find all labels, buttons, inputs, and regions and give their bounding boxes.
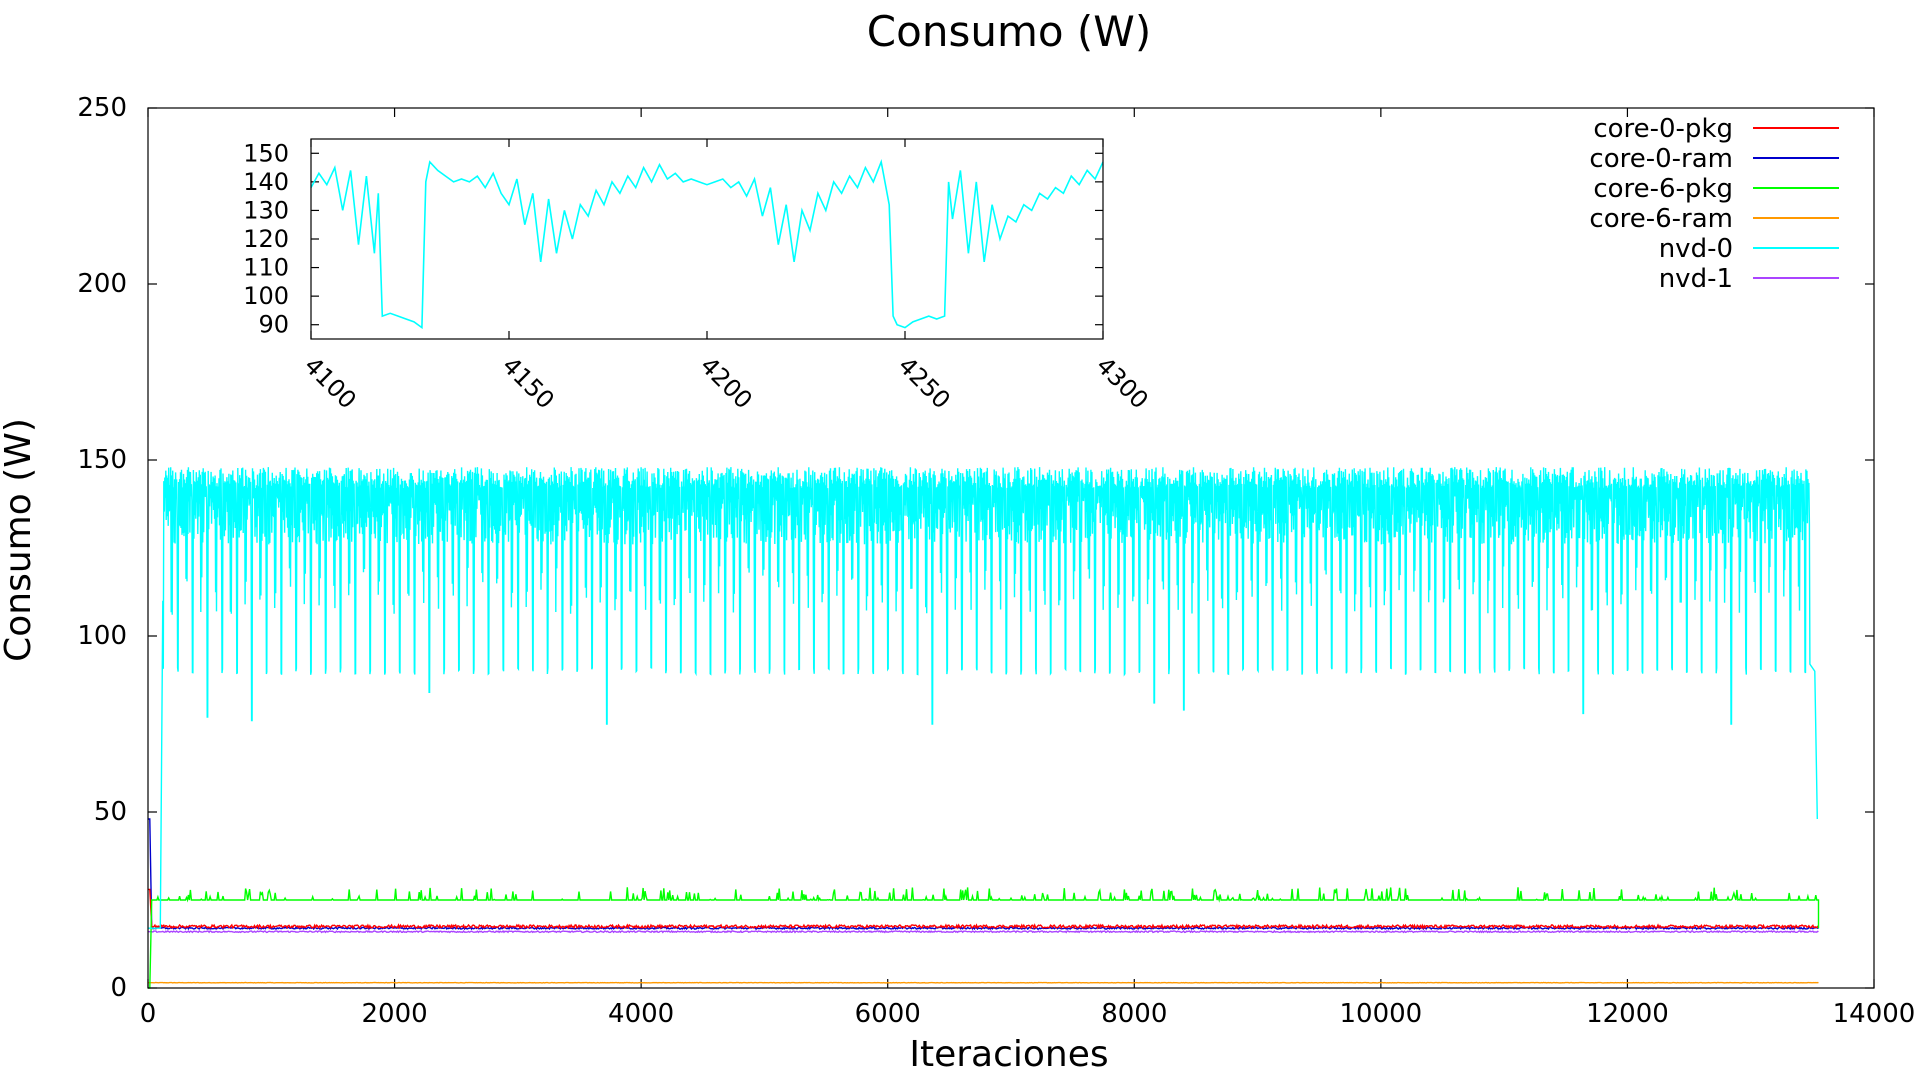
inset-y-tick-label: 120 <box>243 225 289 253</box>
x-tick-label: 2000 <box>361 999 427 1029</box>
inset-x-tick-label: 4100 <box>299 351 362 414</box>
x-tick-label: 12000 <box>1586 999 1669 1029</box>
y-tick-label: 50 <box>94 797 127 827</box>
inset-x-tick-label: 4300 <box>1091 351 1154 414</box>
y-tick-label: 150 <box>77 445 127 475</box>
legend-label: nvd-0 <box>1659 234 1733 264</box>
x-tick-label: 0 <box>140 999 157 1029</box>
legend: core-0-pkgcore-0-ramcore-6-pkgcore-6-ram… <box>1589 114 1839 294</box>
legend-label: nvd-1 <box>1659 264 1733 294</box>
series-line-core-0-ram <box>148 819 1819 929</box>
x-tick-label: 6000 <box>855 999 921 1029</box>
inset-y-tick-label: 100 <box>243 282 289 310</box>
inset-y-tick-label: 90 <box>258 311 289 339</box>
inset-x-tick-label: 4200 <box>695 351 758 414</box>
legend-label: core-6-ram <box>1589 204 1733 234</box>
x-tick-label: 10000 <box>1339 999 1422 1029</box>
series-line-core-0-pkg <box>148 889 1819 927</box>
y-tick-label: 250 <box>77 93 127 123</box>
y-tick-label: 200 <box>77 269 127 299</box>
y-axis-title: Consumo (W) <box>0 418 39 662</box>
chart-title: Consumo (W) <box>867 7 1151 56</box>
legend-label: core-0-pkg <box>1593 114 1733 144</box>
inset-y-tick-label: 110 <box>243 254 289 282</box>
inset-background <box>311 139 1103 339</box>
main-series-lines <box>148 467 1819 988</box>
series-line-core-6-pkg <box>148 887 1819 988</box>
x-tick-label: 4000 <box>608 999 674 1029</box>
inset-y-tick-label: 140 <box>243 168 289 196</box>
inset-x-tick-label: 4150 <box>497 351 560 414</box>
x-tick-label: 8000 <box>1101 999 1167 1029</box>
legend-label: core-0-ram <box>1589 144 1733 174</box>
legend-label: core-6-pkg <box>1593 174 1733 204</box>
y-tick-label: 100 <box>77 621 127 651</box>
series-line-nvd-0 <box>148 467 1817 928</box>
y-tick-label: 0 <box>110 973 127 1003</box>
x-axis-title: Iteraciones <box>909 1034 1108 1075</box>
inset-x-tick-label: 4250 <box>893 351 956 414</box>
inset-y-tick-label: 130 <box>243 196 289 224</box>
x-tick-label: 14000 <box>1833 999 1916 1029</box>
inset-y-tick-label: 150 <box>243 139 289 167</box>
series-line-nvd-1 <box>148 931 1819 932</box>
